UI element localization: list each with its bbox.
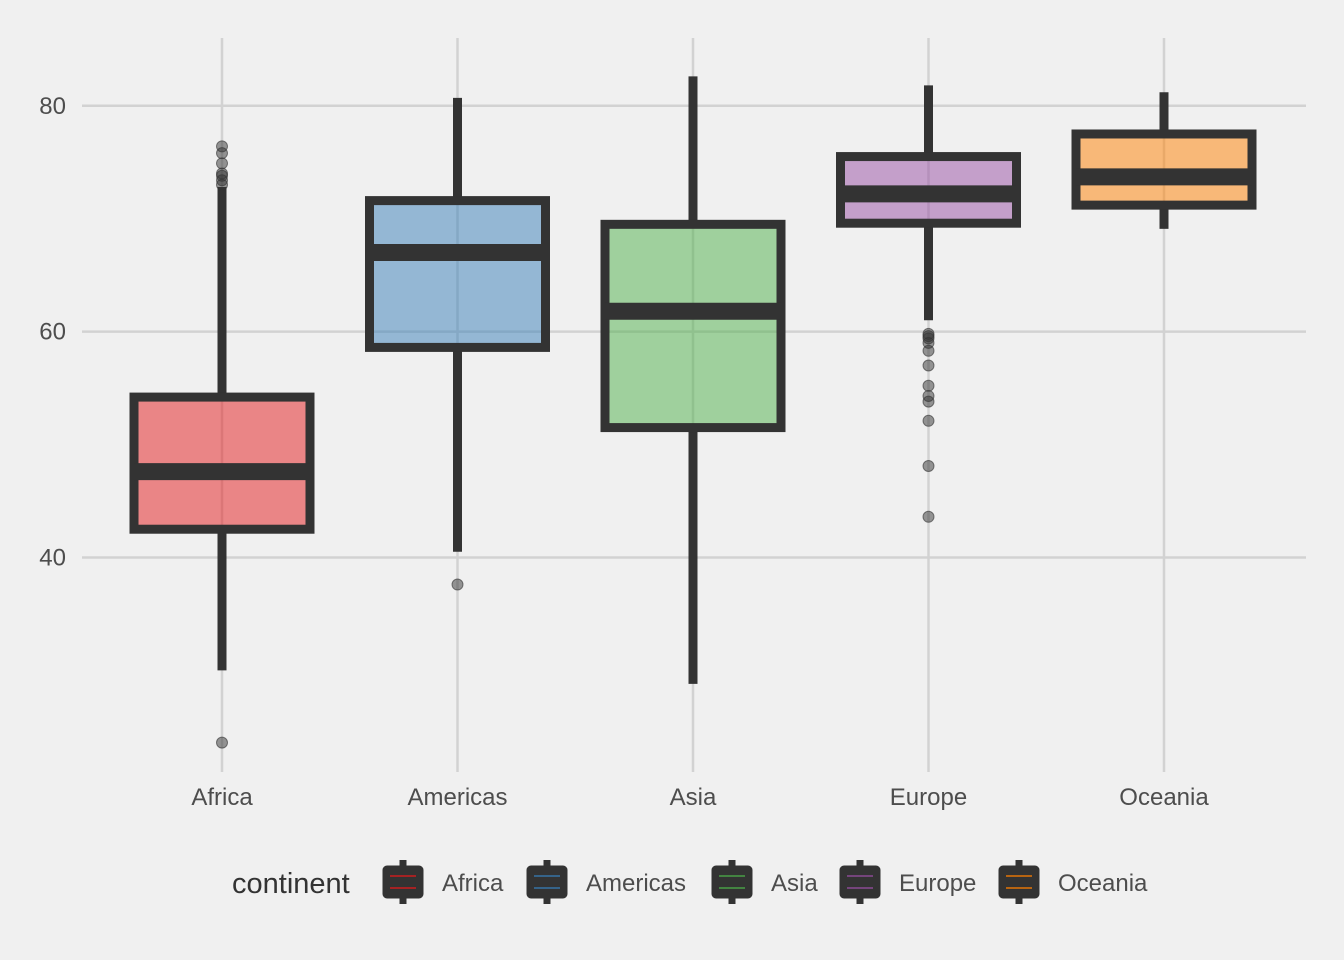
legend-key-europe [839, 860, 881, 904]
legend-key-box [998, 865, 1040, 899]
legend-label: Oceania [1058, 870, 1148, 897]
x-tick-label: Europe [890, 784, 967, 811]
outlier-point [216, 157, 228, 170]
x-tick-label: Africa [191, 784, 253, 811]
y-tick-label: 60 [39, 319, 66, 346]
box-americas [365, 97, 550, 591]
x-tick-label: Americas [407, 784, 507, 811]
legend: continent Africa Americas Asia Europe Oceani… [232, 860, 1148, 904]
y-tick-label: 40 [39, 544, 66, 571]
outlier-point [922, 414, 935, 427]
legend-key-box [382, 865, 424, 899]
legend-key-box [711, 865, 753, 899]
legend-key-asia [711, 860, 753, 904]
legend-key-box [839, 865, 881, 899]
x-tick-label: Oceania [1119, 784, 1209, 811]
legend-label: Americas [586, 870, 686, 897]
y-tick-label: 80 [39, 93, 66, 120]
outlier-point [922, 359, 935, 372]
legend-title: continent [232, 868, 350, 900]
y-axis: 40 60 80 [39, 93, 66, 572]
x-axis: Africa Americas Asia Europe Oceania [191, 784, 1209, 811]
outlier-point [922, 379, 935, 392]
outlier-point [922, 389, 935, 402]
outlier-point [216, 736, 228, 749]
outlier-point [216, 140, 228, 153]
outlier-point [216, 167, 228, 180]
outlier-point [922, 459, 935, 472]
legend-key-box [526, 865, 568, 899]
legend-key-americas [526, 860, 568, 904]
box-oceania [1071, 92, 1257, 229]
box-africa [129, 140, 315, 749]
box-body [600, 219, 786, 433]
legend-key-oceania [998, 860, 1040, 904]
outlier-point [451, 578, 464, 591]
legend-label: Asia [771, 870, 818, 897]
legend-label: Africa [442, 870, 504, 897]
outlier-point [922, 510, 935, 523]
legend-label: Europe [899, 870, 976, 897]
box-body [365, 196, 550, 352]
box-europe [836, 85, 1021, 523]
x-tick-label: Asia [670, 784, 717, 811]
boxes [129, 76, 1257, 749]
box-asia [600, 76, 786, 684]
outlier-point [922, 327, 935, 340]
legend-key-africa [382, 860, 424, 904]
